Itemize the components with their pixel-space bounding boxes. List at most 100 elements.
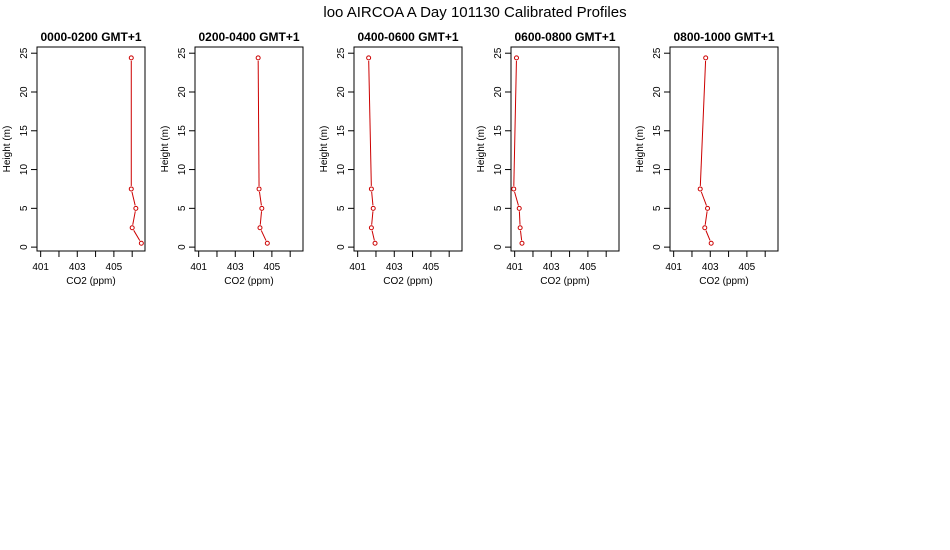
profile-segment xyxy=(700,191,707,206)
profile-segment xyxy=(518,211,521,225)
profile-segment xyxy=(131,191,136,206)
profile-segment xyxy=(368,60,372,186)
data-point xyxy=(259,205,265,211)
y-tick-label: 25 xyxy=(493,47,504,59)
y-tick-label: 15 xyxy=(652,125,663,137)
x-tick-label: 405 xyxy=(106,262,123,273)
data-point xyxy=(128,186,134,192)
x-tick-label: 401 xyxy=(32,262,49,273)
profile-segment xyxy=(514,191,519,206)
chart-panel-1: 0000-0200 GMT+1 0 5 10 15 20 25 401 403 405 CO2 (p… xyxy=(2,30,146,287)
y-tick-label: 25 xyxy=(177,47,188,59)
data-point xyxy=(372,240,378,246)
profile-line xyxy=(699,60,711,241)
data-point xyxy=(138,240,144,246)
y-tick-label: 15 xyxy=(336,125,347,137)
profile-segment xyxy=(513,60,517,186)
y-tick-label: 10 xyxy=(19,164,30,176)
y-axis-label: Height (m) xyxy=(476,126,487,173)
data-point xyxy=(511,186,517,192)
y-tick-label: 10 xyxy=(493,164,504,176)
data-point xyxy=(517,225,523,231)
plot-frame xyxy=(510,46,620,252)
profile-segment xyxy=(132,211,136,225)
plot-frame xyxy=(36,46,146,252)
data-point xyxy=(368,186,374,192)
x-tick-label: 405 xyxy=(739,262,756,273)
chart-panel-2: 0200-0400 GMT+1 0 5 10 15 20 25 401 403 405 CO2 (p… xyxy=(160,30,304,287)
panels: 0000-0200 GMT+1 0 5 10 15 20 25 401 403 405 CO2 (p… xyxy=(2,30,779,287)
profile-segment xyxy=(699,60,707,186)
profile-segment xyxy=(520,230,523,241)
panel-title: 0800-1000 GMT+1 xyxy=(673,30,774,44)
profile-line xyxy=(130,60,141,241)
y-tick-label: 20 xyxy=(19,86,30,98)
y-tick-label: 15 xyxy=(493,125,504,137)
data-point xyxy=(513,55,519,61)
data-point xyxy=(133,205,139,211)
data-point xyxy=(128,55,134,61)
y-tick-label: 0 xyxy=(336,244,347,250)
data-point xyxy=(708,240,714,246)
x-tick-label: 403 xyxy=(227,262,244,273)
data-point xyxy=(370,205,376,211)
data-point xyxy=(702,225,708,231)
panel-title: 0600-0800 GMT+1 xyxy=(514,30,615,44)
y-tick-label: 20 xyxy=(493,86,504,98)
plot-frame xyxy=(669,46,779,252)
y-tick-label: 5 xyxy=(652,205,663,211)
profile-segment xyxy=(371,230,375,241)
y-tick-label: 0 xyxy=(652,244,663,250)
y-tick-label: 10 xyxy=(336,164,347,176)
data-point xyxy=(366,55,372,61)
y-tick-label: 20 xyxy=(652,86,663,98)
plot-frame xyxy=(353,46,463,252)
profile-segment xyxy=(257,60,260,186)
profile-segment xyxy=(260,230,267,241)
y-tick-label: 15 xyxy=(177,125,188,137)
y-tick-label: 5 xyxy=(19,205,30,211)
y-tick-label: 5 xyxy=(493,205,504,211)
profile-segment xyxy=(258,191,262,206)
x-tick-label: 401 xyxy=(665,262,682,273)
x-tick-label: 401 xyxy=(506,262,523,273)
x-axis-label: CO2 (ppm) xyxy=(383,276,432,287)
y-tick-label: 0 xyxy=(493,244,504,250)
data-point xyxy=(255,55,261,61)
profile-segment xyxy=(705,230,711,241)
chart-panel-3: 0400-0600 GMT+1 0 5 10 15 20 25 401 403 405 CO2 (p… xyxy=(319,30,463,287)
x-axis-label: CO2 (ppm) xyxy=(699,276,748,287)
y-tick-label: 15 xyxy=(19,125,30,137)
plot-frame xyxy=(194,46,304,252)
x-tick-label: 405 xyxy=(580,262,597,273)
data-point xyxy=(519,240,525,246)
profile-line xyxy=(257,60,267,241)
x-tick-label: 403 xyxy=(702,262,719,273)
x-axis-label: CO2 (ppm) xyxy=(540,276,589,287)
x-axis-label: CO2 (ppm) xyxy=(66,276,115,287)
data-point xyxy=(256,186,262,192)
y-tick-label: 0 xyxy=(19,244,30,250)
y-tick-label: 10 xyxy=(177,164,188,176)
x-tick-label: 403 xyxy=(543,262,560,273)
data-point xyxy=(129,225,135,231)
y-tick-label: 20 xyxy=(177,86,188,98)
y-tick-label: 10 xyxy=(652,164,663,176)
x-axis-label: CO2 (ppm) xyxy=(224,276,273,287)
x-tick-label: 403 xyxy=(386,262,403,273)
y-tick-label: 5 xyxy=(177,205,188,211)
profile-segment xyxy=(133,230,141,241)
y-tick-label: 25 xyxy=(652,47,663,59)
y-axis-label: Height (m) xyxy=(319,126,330,173)
y-axis-label: Height (m) xyxy=(2,126,13,173)
profile-segment xyxy=(259,211,263,225)
y-tick-label: 5 xyxy=(336,205,347,211)
profile-line xyxy=(513,60,523,241)
data-point xyxy=(705,205,711,211)
x-tick-label: 401 xyxy=(349,262,366,273)
data-point xyxy=(703,55,709,61)
x-tick-label: 401 xyxy=(190,262,207,273)
y-axis-label: Height (m) xyxy=(160,126,171,173)
data-point xyxy=(257,225,263,231)
